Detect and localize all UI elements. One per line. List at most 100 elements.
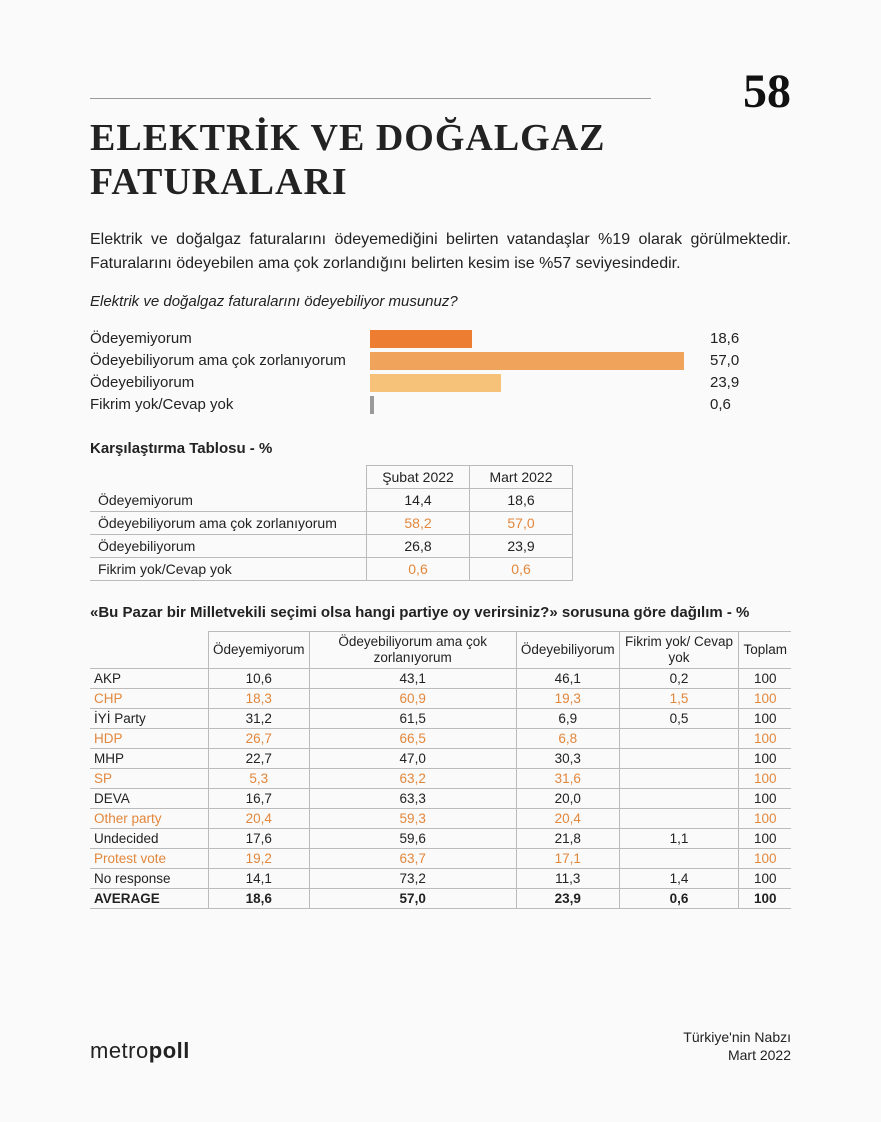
party-row-label: DEVA [90,789,209,809]
party-cell: 100 [739,769,791,789]
party-col-header: Toplam [739,632,791,669]
comparison-row-label: Ödeyemiyorum [90,488,367,511]
party-cell: 18,3 [209,689,310,709]
bar-row: Ödeyebiliyorum ama çok zorlanıyorum57,0 [90,352,791,370]
party-row-label: MHP [90,749,209,769]
party-heading: «Bu Pazar bir Milletvekili seçimi olsa h… [90,603,791,623]
party-cell: 100 [739,869,791,889]
party-cell: 20,0 [516,789,619,809]
comparison-cell: 0,6 [367,557,470,580]
party-cell: 46,1 [516,669,619,689]
party-cell: 10,6 [209,669,310,689]
bar-track [370,330,700,348]
party-cell: 0,2 [619,669,739,689]
party-row: Protest vote19,263,717,1100 [90,849,791,869]
party-row-label: No response [90,869,209,889]
party-cell: 100 [739,669,791,689]
party-cell: 61,5 [309,709,516,729]
party-col-header: Ödeyemiyorum [209,632,310,669]
bar-row: Ödeyebiliyorum23,9 [90,374,791,392]
party-cell: 1,1 [619,829,739,849]
party-cell: 26,7 [209,729,310,749]
footer-line-1: Türkiye'nin Nabzı [683,1028,791,1046]
party-row: AKP10,643,146,10,2100 [90,669,791,689]
sheet: 58 ELEKTRİK VE DOĞALGAZ FATURALARI Elekt… [30,30,851,1092]
bar [370,374,501,392]
party-row-label: AKP [90,669,209,689]
party-cell: 1,4 [619,869,739,889]
party-row: Undecided17,659,621,81,1100 [90,829,791,849]
page-container: 58 ELEKTRİK VE DOĞALGAZ FATURALARI Elekt… [0,0,881,1122]
party-cell: 60,9 [309,689,516,709]
page-number: 58 [743,64,791,119]
party-cell: 100 [739,789,791,809]
party-row: HDP26,766,56,8100 [90,729,791,749]
brand-thin: metro [90,1038,149,1063]
party-cell: 100 [739,829,791,849]
party-row-average: AVERAGE18,657,023,90,6100 [90,889,791,909]
party-cell [619,789,739,809]
party-cell: 73,2 [309,869,516,889]
comparison-row: Ödeyebiliyorum ama çok zorlanıyorum58,25… [90,511,573,534]
bar-value: 0,6 [710,396,731,413]
party-cell: 63,3 [309,789,516,809]
comparison-col-header: Şubat 2022 [367,465,470,488]
party-cell: 63,2 [309,769,516,789]
comparison-cell: 0,6 [470,557,573,580]
party-cell [619,849,739,869]
bar-label: Fikrim yok/Cevap yok [90,396,370,413]
party-col-header: Ödeyebiliyorum ama çok zorlanıyorum [309,632,516,669]
bar-row: Ödeyemiyorum18,6 [90,330,791,348]
party-cell: 59,3 [309,809,516,829]
bar [370,330,472,348]
comparison-heading: Karşılaştırma Tablosu - % [90,440,791,457]
bar-label: Ödeyemiyorum [90,330,370,347]
party-cell: 17,6 [209,829,310,849]
comparison-cell: 14,4 [367,488,470,511]
party-cell [619,809,739,829]
party-row-label: Other party [90,809,209,829]
bar-track [370,396,700,414]
party-cell: 23,9 [516,889,619,909]
page-title: ELEKTRİK VE DOĞALGAZ FATURALARI [90,117,791,204]
party-row-label: HDP [90,729,209,749]
comparison-table: Şubat 2022Mart 2022Ödeyemiyorum14,418,6Ö… [90,465,573,581]
party-cell: 66,5 [309,729,516,749]
bar-value: 23,9 [710,374,739,391]
bar-chart: Ödeyemiyorum18,6 Ödeyebiliyorum ama çok z… [90,330,791,414]
party-row-label: İYİ Party [90,709,209,729]
comparison-row-label: Fikrim yok/Cevap yok [90,557,367,580]
bar-row: Fikrim yok/Cevap yok 0,6 [90,396,791,414]
party-cell: 100 [739,709,791,729]
comparison-col-header: Mart 2022 [470,465,573,488]
party-col-header: Ödeyebiliyorum [516,632,619,669]
comparison-cell: 18,6 [470,488,573,511]
party-cell: 31,6 [516,769,619,789]
party-cell: 100 [739,889,791,909]
top-rule [90,98,651,99]
party-row: SP5,363,231,6100 [90,769,791,789]
party-cell [619,769,739,789]
comparison-row-label: Ödeyebiliyorum ama çok zorlanıyorum [90,511,367,534]
comparison-row-label: Ödeyebiliyorum [90,534,367,557]
party-row-label: CHP [90,689,209,709]
party-row: MHP22,747,030,3100 [90,749,791,769]
party-row: No response14,173,211,31,4100 [90,869,791,889]
party-cell: 59,6 [309,829,516,849]
survey-question: Elektrik ve doğalgaz faturalarını ödeyeb… [90,293,791,310]
brand-logo: metropoll [90,1038,190,1064]
party-table: ÖdeyemiyorumÖdeyebiliyorum ama çok zorla… [90,631,791,909]
party-cell: 18,6 [209,889,310,909]
party-cell: 31,2 [209,709,310,729]
party-row: Other party20,459,320,4100 [90,809,791,829]
party-cell: 19,2 [209,849,310,869]
party-cell: 1,5 [619,689,739,709]
party-row-label: Protest vote [90,849,209,869]
party-cell: 17,1 [516,849,619,869]
party-cell: 100 [739,749,791,769]
party-cell: 0,6 [619,889,739,909]
party-cell: 47,0 [309,749,516,769]
brand-bold: poll [149,1038,190,1063]
party-cell: 30,3 [516,749,619,769]
lead-paragraph: Elektrik ve doğalgaz faturalarını ödeyem… [90,228,791,274]
